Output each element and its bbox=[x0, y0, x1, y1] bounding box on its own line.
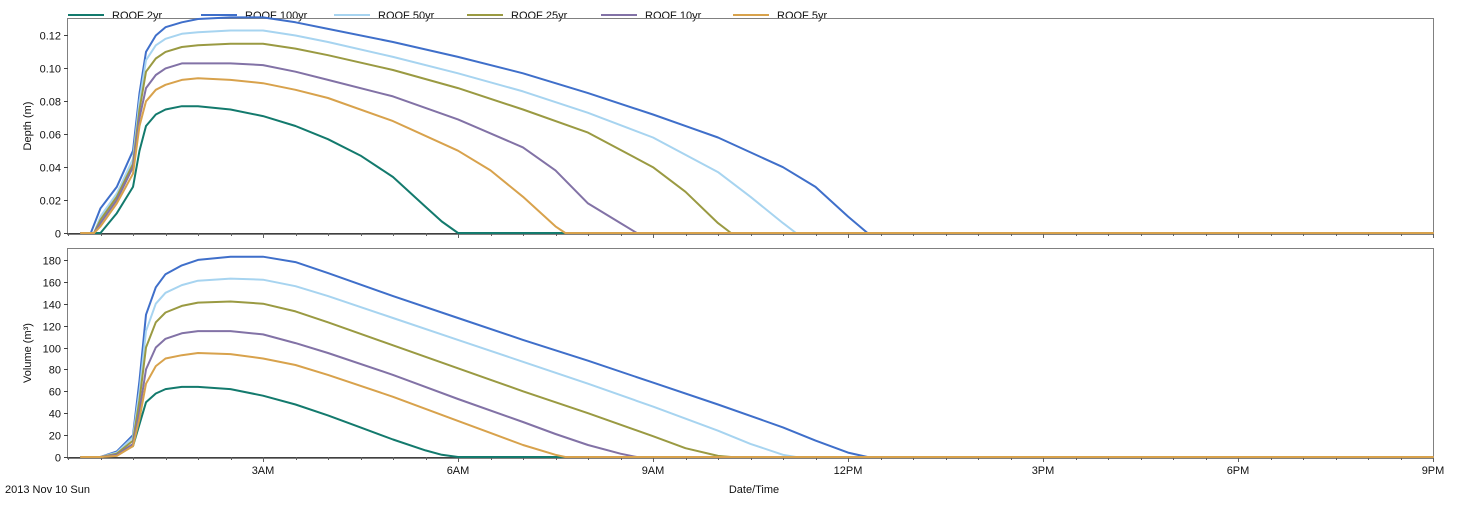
volume-y-axis-title: Volume (m³) bbox=[22, 323, 34, 383]
legend-label: ROOF 5yr bbox=[777, 10, 827, 22]
depth-y-tick-label: 0.12 bbox=[40, 31, 61, 43]
chart-legend: ROOF 2yr ROOF 100yr ROOF 50yr ROOF 25yr ROOF… bbox=[68, 10, 827, 22]
volume-panel: 0 20 40 60 80 100 120 140 160 180 3AM 6AM 9AM 12PM 3P… bbox=[22, 248, 1445, 477]
volume-plot-frame bbox=[67, 248, 1434, 459]
volume-series-roof-100yr bbox=[80, 255, 1434, 458]
depth-y-tick-label: 0.08 bbox=[40, 97, 61, 109]
depth-plot-frame bbox=[67, 18, 1434, 235]
legend-label: ROOF 2yr bbox=[112, 10, 162, 22]
depth-series-roof-25yr bbox=[80, 42, 1434, 234]
x-tick-label: 9PM bbox=[1422, 465, 1445, 477]
legend-label: ROOF 25yr bbox=[511, 10, 568, 22]
volume-y-tick-label: 0 bbox=[55, 453, 61, 465]
depth-y-tick-label: 0.10 bbox=[40, 64, 61, 76]
x-tick-label: 6PM bbox=[1227, 465, 1250, 477]
depth-y-tick-label: 0 bbox=[55, 229, 61, 241]
volume-y-tick-label: 180 bbox=[43, 256, 61, 268]
volume-y-tick-label: 140 bbox=[43, 300, 61, 312]
depth-series-roof-50yr bbox=[80, 29, 1434, 234]
volume-y-tick-label: 80 bbox=[49, 365, 61, 377]
x-tick-label: 9AM bbox=[642, 465, 665, 477]
x-tick-label: 12PM bbox=[834, 465, 863, 477]
volume-y-tick-label: 120 bbox=[43, 322, 61, 334]
depth-y-axis: 0 0.02 0.04 0.06 0.08 0.10 0.12 bbox=[40, 31, 1433, 241]
volume-series-roof-5yr bbox=[80, 352, 1434, 458]
volume-y-tick-label: 60 bbox=[49, 387, 61, 399]
volume-y-axis: 0 20 40 60 80 100 120 140 160 180 bbox=[43, 256, 1433, 465]
depth-series-roof-10yr bbox=[80, 62, 1434, 234]
depth-y-tick-label: 0.04 bbox=[40, 163, 61, 175]
volume-y-tick-label: 100 bbox=[43, 344, 61, 356]
volume-y-tick-label: 160 bbox=[43, 278, 61, 290]
depth-y-tick-label: 0.06 bbox=[40, 130, 61, 142]
date-label: 2013 Nov 10 Sun bbox=[5, 484, 90, 496]
depth-y-tick-label: 0.02 bbox=[40, 196, 61, 208]
volume-y-tick-label: 40 bbox=[49, 409, 61, 421]
depth-y-axis-title: Depth (m) bbox=[22, 102, 34, 151]
x-tick-label: 3PM bbox=[1032, 465, 1055, 477]
volume-series-group bbox=[80, 255, 1434, 458]
volume-x-axis-ticks: 3AM 6AM 9AM 12PM 3PM 6PM 9PM bbox=[68, 457, 1445, 477]
legend-label: ROOF 50yr bbox=[378, 10, 435, 22]
volume-y-tick-label: 20 bbox=[49, 431, 61, 443]
legend-label: ROOF 10yr bbox=[645, 10, 702, 22]
volume-series-roof-50yr bbox=[80, 277, 1434, 458]
depth-panel: 0 0.02 0.04 0.06 0.08 0.10 0.12 Depth (m) bbox=[22, 16, 1434, 241]
depth-series-roof-100yr bbox=[80, 16, 1434, 234]
volume-series-roof-10yr bbox=[80, 330, 1434, 458]
x-tick-label: 6AM bbox=[447, 465, 470, 477]
x-axis-title: Date/Time bbox=[729, 484, 779, 496]
depth-series-group bbox=[80, 16, 1434, 234]
depth-series-roof-5yr bbox=[80, 77, 1434, 234]
volume-series-roof-25yr bbox=[80, 300, 1434, 458]
depth-series-roof-2yr bbox=[80, 105, 1434, 234]
x-tick-label: 3AM bbox=[252, 465, 275, 477]
